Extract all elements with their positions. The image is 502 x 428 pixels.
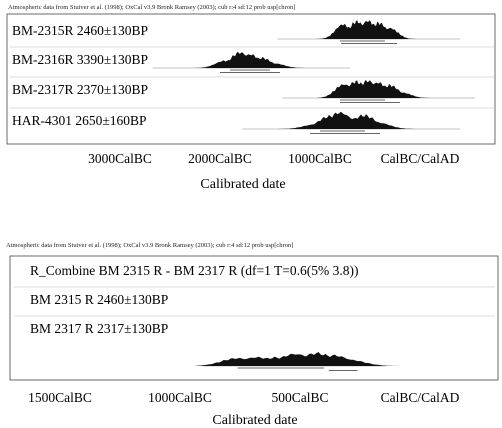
series-row: R_Combine BM 2315 R - BM 2317 R (df=1 T=…: [30, 263, 358, 278]
x-tick-label: 1000CalBC: [288, 151, 352, 166]
x-tick-label: 3000CalBC: [88, 151, 152, 166]
x-tick-label: 1000CalBC: [148, 390, 212, 405]
panel-1-x-label: Calibrated date: [200, 177, 285, 192]
probability-distribution: [186, 51, 309, 68]
probability-distribution: [314, 20, 416, 39]
series-label: R_Combine BM 2315 R - BM 2317 R (df=1 T=…: [30, 263, 358, 278]
panel-2-x-ticks: 1500CalBC 1000CalBC 500CalBC CalBC/CalAD: [28, 390, 460, 405]
panel-1-frame: [6, 13, 496, 145]
series-label: HAR-4301 2650±160BP: [12, 113, 147, 128]
panel-1-x-ticks: 3000CalBC 2000CalBC 1000CalBC CalBC/CalAD: [88, 151, 460, 166]
panel-2-rows: R_Combine BM 2315 R - BM 2317 R (df=1 T=…: [14, 263, 495, 371]
probability-distribution: [196, 352, 404, 366]
series-row: HAR-4301 2650±160BP: [10, 107, 495, 134]
series-row: BM-2316R 3390±130BP: [10, 46, 495, 73]
panel-2: Atmospheric data from Stuiver et al. (19…: [6, 242, 499, 428]
series-row: BM-2317R 2370±130BP: [10, 76, 495, 103]
probability-distribution: [271, 111, 424, 129]
x-tick-label: 2000CalBC: [188, 151, 252, 166]
x-tick-label: 1500CalBC: [28, 390, 92, 405]
panel-2-header: Atmospheric data from Stuiver et al. (19…: [6, 242, 293, 249]
x-tick-label: CalBC/CalAD: [381, 390, 460, 405]
panel-2-x-label: Calibrated date: [212, 413, 297, 428]
series-label: BM-2317R 2370±130BP: [12, 82, 148, 97]
series-label: BM-2316R 3390±130BP: [12, 52, 148, 67]
panel-1-rows: BM-2315R 2460±130BP BM-2316R 3390±130BP BM…: [10, 20, 495, 134]
series-label: BM-2315R 2460±130BP: [12, 23, 148, 38]
panel-1: Atmospheric data from Stuiver et al. (19…: [6, 4, 496, 192]
series-label: BM 2315 R 2460±130BP: [30, 292, 168, 307]
probability-distribution: [317, 80, 433, 98]
series-row: BM 2317 R 2317±130BP: [14, 315, 495, 371]
x-tick-label: 500CalBC: [271, 390, 328, 405]
x-tick-label: CalBC/CalAD: [381, 151, 460, 166]
panel-2-frame: [9, 255, 499, 381]
series-row: BM 2315 R 2460±130BP: [14, 286, 495, 307]
panel-1-header: Atmospheric data from Stuiver et al. (19…: [8, 4, 295, 11]
series-label: BM 2317 R 2317±130BP: [30, 321, 168, 336]
series-row: BM-2315R 2460±130BP: [12, 20, 460, 44]
